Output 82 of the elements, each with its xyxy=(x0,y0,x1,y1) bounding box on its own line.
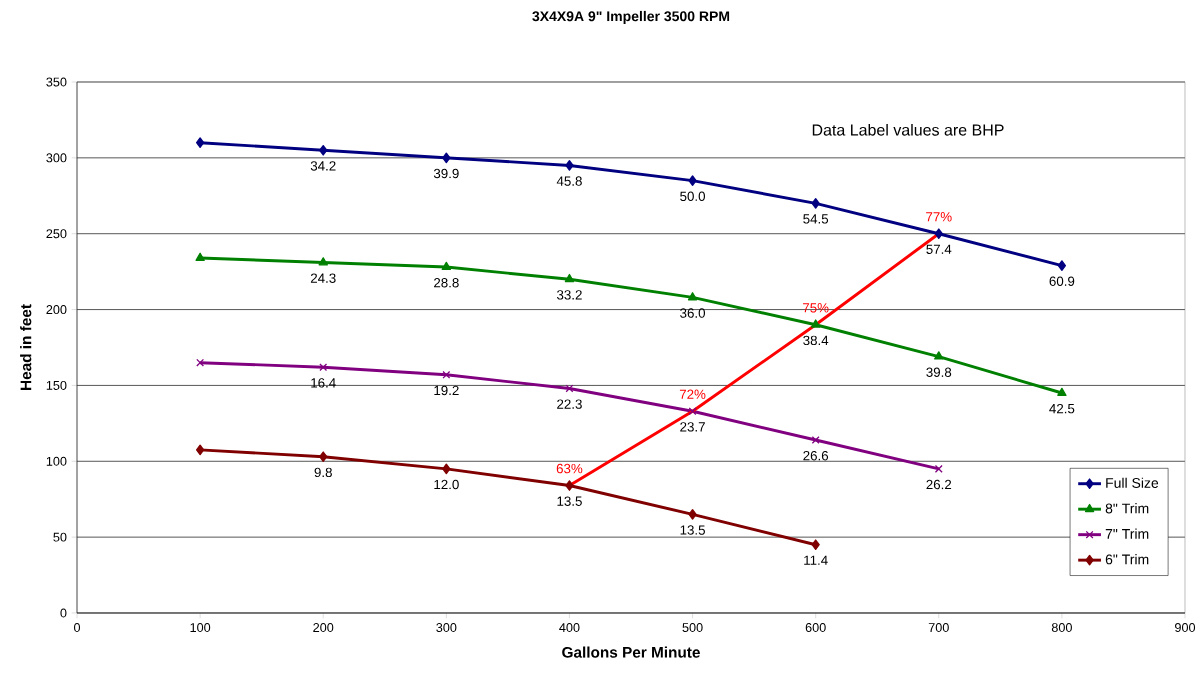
x-tick-label: 600 xyxy=(805,623,826,632)
annotation: 42.5 xyxy=(1049,403,1075,414)
y-tick-label: 0 xyxy=(60,608,67,618)
annotation: 54.5 xyxy=(803,214,829,224)
point xyxy=(810,319,821,328)
annotation: 12.0 xyxy=(434,479,459,490)
x-tick-label: 200 xyxy=(313,623,334,632)
point xyxy=(565,480,574,491)
annotation: 63% xyxy=(556,463,583,474)
annotation: 77% xyxy=(926,212,952,222)
annotation: 39.8 xyxy=(926,367,952,377)
point xyxy=(196,358,205,367)
point xyxy=(195,252,205,261)
annotation: 39.9 xyxy=(433,168,459,179)
annotation: 28.8 xyxy=(434,278,459,288)
annotation: 45.8 xyxy=(556,176,582,186)
point xyxy=(318,257,328,266)
annotation: 11.4 xyxy=(804,555,828,565)
point xyxy=(811,436,820,445)
annotation: 33.2 xyxy=(556,290,582,300)
x-tick-label: 100 xyxy=(190,623,211,632)
x-tick-label: 300 xyxy=(436,623,457,632)
point xyxy=(934,351,944,360)
point xyxy=(319,363,328,372)
y-tick-label: 300 xyxy=(46,153,67,163)
legend-label: 7" Trim xyxy=(1105,528,1149,539)
legend-label: 8" Trim xyxy=(1105,503,1149,514)
point xyxy=(195,444,205,456)
annotation: 26.2 xyxy=(926,479,952,490)
x-tick-label: 0 xyxy=(73,623,81,632)
point xyxy=(565,160,574,171)
y-tick-label: 250 xyxy=(46,229,67,239)
y-tick-label: 100 xyxy=(46,456,67,466)
point xyxy=(811,198,820,209)
annotation: 60.9 xyxy=(1049,276,1075,286)
annotation: 13.5 xyxy=(557,496,582,506)
annotation: 34.2 xyxy=(310,161,336,171)
legend-label: 6" Trim xyxy=(1105,554,1149,565)
point xyxy=(934,464,943,473)
point xyxy=(319,451,328,463)
point xyxy=(688,175,697,186)
y-tick-label: 350 xyxy=(46,77,67,87)
annotation: 13.5 xyxy=(680,525,705,535)
x-axis-title: Gallons Per Minute xyxy=(562,646,700,658)
y-tick-label: 200 xyxy=(46,305,67,315)
annotation: 50.0 xyxy=(680,191,706,201)
point xyxy=(1057,260,1067,271)
point xyxy=(442,152,451,164)
annotation: 23.7 xyxy=(680,422,705,432)
y-tick-label: 150 xyxy=(46,380,67,390)
annotation: 9.8 xyxy=(314,467,332,478)
chart-title: 3X4X9A 9" Impeller 3500 RPM xyxy=(532,10,730,24)
point xyxy=(688,407,697,416)
point xyxy=(442,370,451,379)
annotation: 19.2 xyxy=(434,385,459,396)
point xyxy=(687,292,698,301)
x-tick-label: 400 xyxy=(559,623,580,632)
x-tick-label: 900 xyxy=(1175,623,1196,632)
point xyxy=(934,228,943,240)
point xyxy=(441,261,452,271)
y-axis-title: Head in feet xyxy=(20,304,32,390)
legend-label: Full Size xyxy=(1106,477,1159,488)
point xyxy=(319,144,328,156)
x-tick-label: 800 xyxy=(1051,623,1072,632)
annotation: 57.4 xyxy=(926,244,952,254)
annotation: 22.3 xyxy=(557,399,582,409)
x-tick-label: 700 xyxy=(928,623,949,632)
annotation: 36.0 xyxy=(680,308,706,318)
y-tick-label: 50 xyxy=(53,532,67,542)
point xyxy=(564,273,575,283)
point xyxy=(811,539,820,551)
point xyxy=(688,509,697,520)
point xyxy=(565,384,574,393)
x-tick-label: 500 xyxy=(682,623,703,632)
annotation: 24.3 xyxy=(310,273,336,283)
point xyxy=(195,137,205,149)
annotation: 38.4 xyxy=(803,335,829,346)
point xyxy=(442,463,451,475)
annotation: 26.6 xyxy=(803,450,829,461)
point xyxy=(1057,387,1067,396)
annotation: 72% xyxy=(679,389,706,399)
annotation: Data Label values are BHP xyxy=(812,123,1004,136)
